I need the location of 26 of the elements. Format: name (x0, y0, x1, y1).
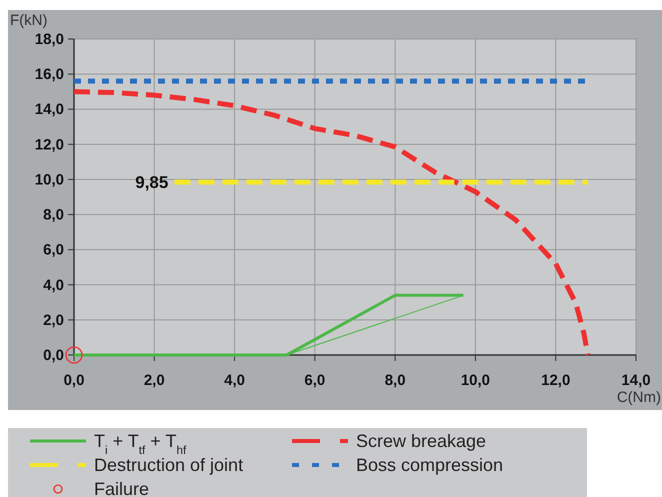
legend-label: T$_{i}$ + T$_{tf}$ + T$_{hf}$ (94, 431, 187, 456)
x-tick-label: 14,0 (621, 372, 651, 389)
y-tick-label: 6,0 (43, 242, 64, 259)
y-tick-label: 14,0 (34, 101, 64, 118)
x-tick-label: 4,0 (224, 372, 245, 389)
x-axis-title: C(Nm) (616, 389, 661, 406)
y-tick-label: 16,0 (34, 66, 64, 84)
x-tick-label: 2,0 (144, 372, 165, 389)
y-tick-label: 12,0 (34, 136, 64, 154)
y-tick-label: 18,0 (34, 31, 64, 48)
y-tick-label: 0,0 (43, 347, 64, 364)
annotation: 9,85 (135, 173, 168, 192)
y-tick-label: 8,0 (43, 206, 64, 224)
legend-label: Screw breakage (356, 431, 486, 451)
y-tick-label: 4,0 (43, 276, 64, 294)
legend-label: Failure (94, 479, 150, 497)
x-tick-label: 8,0 (384, 372, 406, 389)
x-tick-label: 10,0 (460, 372, 490, 389)
legend-label: Destruction of joint (94, 455, 244, 475)
x-tick-label: 12,0 (541, 372, 570, 389)
y-tick-label: 10,0 (34, 171, 64, 188)
y-tick-label: 2,0 (43, 312, 64, 329)
y-axis-title: F(kN) (10, 12, 48, 29)
x-tick-label: 0,0 (64, 372, 84, 389)
x-tick-label: 6,0 (304, 372, 326, 389)
legend-label: Boss compression (356, 455, 504, 475)
